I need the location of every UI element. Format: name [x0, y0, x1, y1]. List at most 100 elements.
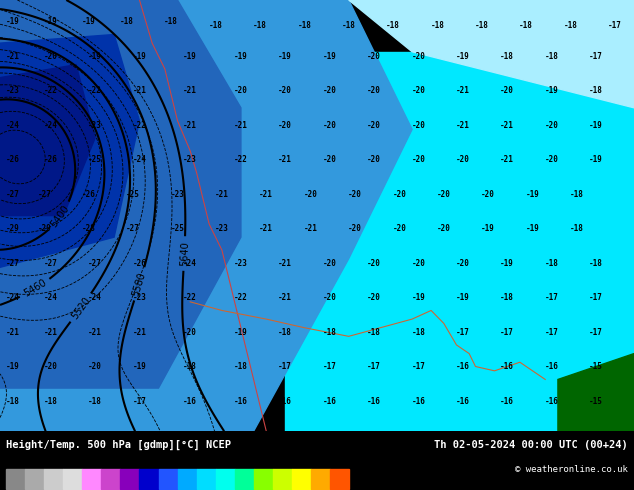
Text: -20: -20: [367, 293, 381, 302]
Text: -18: -18: [278, 327, 292, 337]
Text: -19: -19: [411, 293, 425, 302]
Text: -16: -16: [323, 396, 337, 406]
Text: -21: -21: [278, 155, 292, 164]
Text: -20: -20: [456, 259, 470, 268]
Text: -27: -27: [88, 259, 102, 268]
Text: -17: -17: [608, 22, 622, 30]
Text: -20: -20: [367, 259, 381, 268]
Text: -20: -20: [367, 86, 381, 95]
Text: -19: -19: [526, 190, 540, 198]
Text: -21: -21: [500, 121, 514, 129]
Text: -19: -19: [526, 224, 540, 233]
Text: 5580: 5580: [131, 270, 148, 297]
Text: -19: -19: [234, 51, 248, 61]
Text: -24: -24: [133, 155, 146, 164]
Text: -20: -20: [183, 327, 197, 337]
Polygon shape: [349, 0, 634, 108]
Text: -24: -24: [88, 293, 102, 302]
Text: -27: -27: [6, 259, 20, 268]
Text: -16: -16: [545, 396, 559, 406]
Text: -19: -19: [545, 86, 559, 95]
Text: -19: -19: [133, 362, 146, 371]
Text: -20: -20: [392, 224, 406, 233]
Text: -17: -17: [323, 362, 337, 371]
Text: -19: -19: [133, 51, 146, 61]
Text: -20: -20: [304, 190, 318, 198]
Text: -21: -21: [44, 327, 58, 337]
Bar: [139, 469, 158, 489]
Text: -18: -18: [297, 22, 311, 30]
Text: -19: -19: [589, 155, 603, 164]
Text: 5640: 5640: [179, 241, 190, 266]
Text: -21: -21: [6, 327, 20, 337]
Text: -20: -20: [500, 86, 514, 95]
Text: -21: -21: [183, 121, 197, 129]
Text: -21: -21: [88, 327, 102, 337]
Text: -19: -19: [44, 17, 58, 26]
Text: -25: -25: [171, 224, 184, 233]
Text: -17: -17: [456, 327, 470, 337]
Text: -20: -20: [278, 121, 292, 129]
Bar: [120, 469, 139, 489]
Text: -20: -20: [278, 86, 292, 95]
Text: -18: -18: [6, 396, 20, 406]
Text: -19: -19: [234, 327, 248, 337]
Text: -16: -16: [456, 396, 470, 406]
Bar: [235, 469, 254, 489]
Text: -21: -21: [500, 155, 514, 164]
Text: -28: -28: [82, 224, 96, 233]
Text: -23: -23: [133, 293, 146, 302]
Text: -23: -23: [183, 155, 197, 164]
Text: -16: -16: [183, 396, 197, 406]
Text: © weatheronline.co.uk: © weatheronline.co.uk: [515, 466, 628, 474]
Text: -22: -22: [183, 293, 197, 302]
Bar: [101, 469, 120, 489]
Text: -18: -18: [367, 327, 381, 337]
Text: Th 02-05-2024 00:00 UTC (00+24): Th 02-05-2024 00:00 UTC (00+24): [434, 440, 628, 450]
Text: -23: -23: [6, 86, 20, 95]
Text: -20: -20: [437, 190, 451, 198]
Text: -18: -18: [323, 327, 337, 337]
Text: -26: -26: [133, 259, 146, 268]
Text: -17: -17: [278, 362, 292, 371]
Text: -20: -20: [392, 190, 406, 198]
Text: -23: -23: [234, 259, 248, 268]
Text: -20: -20: [367, 121, 381, 129]
Text: -21: -21: [278, 293, 292, 302]
Text: -19: -19: [323, 51, 337, 61]
Text: -19: -19: [500, 259, 514, 268]
Text: -26: -26: [44, 155, 58, 164]
Text: -21: -21: [304, 224, 318, 233]
Text: -23: -23: [215, 224, 229, 233]
Text: -20: -20: [323, 155, 337, 164]
Bar: [25, 469, 44, 489]
Bar: [292, 469, 311, 489]
Text: -21: -21: [183, 86, 197, 95]
Text: -20: -20: [44, 362, 58, 371]
Bar: [254, 469, 273, 489]
Text: -20: -20: [323, 121, 337, 129]
Text: -22: -22: [133, 121, 146, 129]
Text: -20: -20: [323, 293, 337, 302]
Text: -24: -24: [6, 293, 20, 302]
Text: -19: -19: [589, 121, 603, 129]
Text: 5400: 5400: [49, 204, 72, 230]
Text: -18: -18: [164, 17, 178, 26]
Text: -27: -27: [37, 190, 51, 198]
Bar: [216, 469, 235, 489]
Text: -20: -20: [481, 190, 495, 198]
Text: -27: -27: [6, 190, 20, 198]
Text: -16: -16: [545, 362, 559, 371]
Bar: [178, 469, 197, 489]
Text: -22: -22: [234, 155, 248, 164]
Text: -18: -18: [411, 327, 425, 337]
Bar: [158, 469, 178, 489]
Text: -19: -19: [278, 51, 292, 61]
Polygon shape: [285, 52, 634, 431]
Text: -21: -21: [6, 51, 20, 61]
Text: -20: -20: [367, 155, 381, 164]
Text: -18: -18: [234, 362, 248, 371]
Bar: [82, 469, 101, 489]
Text: -22: -22: [88, 86, 102, 95]
Text: -20: -20: [348, 224, 362, 233]
